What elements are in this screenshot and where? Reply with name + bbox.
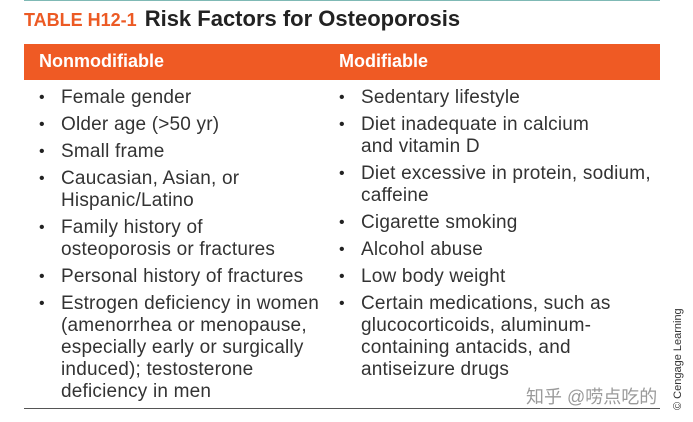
list-item: Female gender — [39, 87, 319, 114]
item-text: (amenorrhea or menopause, — [61, 315, 307, 336]
item-text: caffeine — [361, 185, 429, 206]
credit: © Cengage Learning — [672, 308, 684, 410]
item-text: Diet inadequate in calcium — [361, 114, 590, 135]
item-text: Small frame — [61, 141, 165, 162]
item-text: deficiency in men — [61, 381, 212, 402]
item-text: Sedentary lifestyle — [361, 87, 521, 108]
item-text: antiseizure drugs — [361, 359, 510, 380]
list-item: Low body weight — [339, 266, 651, 293]
item-text: osteoporosis or fractures — [61, 239, 276, 260]
list-item: Personal history of fractures — [39, 266, 319, 293]
bottom-rule — [24, 408, 660, 409]
column: Sedentary lifestyle Diet inadequate in ca… — [339, 87, 651, 386]
item-text: Certain medications, such as — [361, 293, 611, 314]
title: TABLE H12-1 Risk Factors for Osteoporosis — [24, 6, 460, 32]
list-item: Sedentary lifestyle — [339, 87, 651, 114]
table-title: Risk Factors for Osteoporosis — [144, 6, 461, 31]
item-text: Alcohol abuse — [361, 239, 483, 260]
item-text: Estrogen deficiency in women — [61, 293, 320, 314]
item-text: Hispanic/Latino — [61, 190, 194, 211]
item-text: Cigarette smoking — [361, 212, 518, 233]
list-item: Small frame — [39, 141, 319, 168]
item-text: glucocorticoids, aluminum- — [361, 315, 592, 336]
item-text: Caucasian, Asian, or — [61, 168, 240, 189]
item-text: Older age (>50 yr) — [61, 114, 220, 135]
item-text: Personal history of fractures — [61, 266, 304, 287]
top-rule — [24, 0, 660, 1]
list-item: Certain medications, such asglucocortico… — [339, 293, 651, 386]
header-bar: Nonmodifiable Modifiable — [24, 44, 660, 80]
column: Female gender Older age (>50 yr) Small fra… — [39, 87, 319, 408]
list-item: Cigarette smoking — [339, 212, 651, 239]
header-cell: Nonmodifiable — [39, 51, 164, 71]
list-item: Older age (>50 yr) — [39, 114, 319, 141]
item-text: Family history of — [61, 217, 203, 238]
item-text: especially early or surgically — [61, 337, 304, 358]
list-item: Alcohol abuse — [339, 239, 651, 266]
item-text: and vitamin D — [361, 136, 480, 157]
list-item: Diet excessive in protein, sodium,caffei… — [339, 163, 651, 212]
watermark: 知乎 @唠点吃的 — [526, 387, 658, 407]
item-text: Female gender — [61, 87, 192, 108]
list-item: Estrogen deficiency in women(amenorrhea … — [39, 293, 319, 408]
item-text: Diet excessive in protein, sodium, — [361, 163, 651, 184]
header-cell: Modifiable — [339, 51, 428, 71]
item-text: induced); testosterone — [61, 359, 254, 380]
table-label: TABLE H12-1 — [24, 10, 137, 30]
item-text: Low body weight — [361, 266, 506, 287]
item-text: containing antacids, and — [361, 337, 571, 358]
